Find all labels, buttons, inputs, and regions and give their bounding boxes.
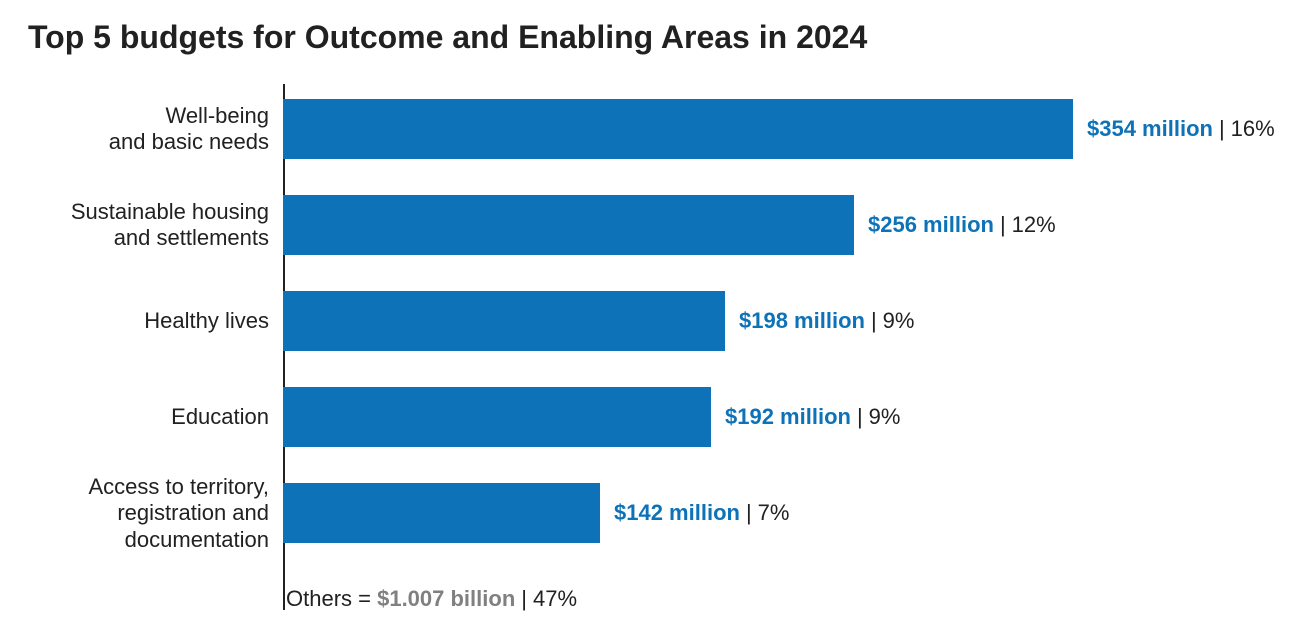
plot-area: Well-beingand basic needs $354 million|1… [28,84,1280,610]
bar-value: $354 million|16% [1087,118,1275,140]
others-row: Others = $1.007 billion|47% [286,588,1280,610]
bar-row: Education $192 million|9% [283,372,1280,462]
bar-label: Well-beingand basic needs [9,103,269,156]
bar-amount: $192 million [725,404,851,429]
bar-pct: 16% [1231,116,1275,141]
bar-rect [283,483,600,543]
value-separator: | [871,308,877,333]
bar-rect [283,195,854,255]
value-separator: | [1000,212,1006,237]
value-separator: | [746,500,752,525]
bar-label: Sustainable housingand settlements [9,199,269,252]
bar-pct: 7% [758,500,790,525]
bar-pct: 12% [1012,212,1056,237]
bar-rect [283,99,1073,159]
bar-row: Healthy lives $198 million|9% [283,276,1280,366]
value-separator: | [857,404,863,429]
bar-value: $256 million|12% [868,214,1056,236]
value-separator: | [1219,116,1225,141]
bar-amount: $142 million [614,500,740,525]
bar-amount: $256 million [868,212,994,237]
others-pct: 47% [533,586,577,611]
bar-label: Healthy lives [9,308,269,334]
bar-value: $198 million|9% [739,310,914,332]
bar-rect [283,291,725,351]
chart-title: Top 5 budgets for Outcome and Enabling A… [28,18,1280,56]
bar-pct: 9% [883,308,915,333]
bar-row: Sustainable housingand settlements $256 … [283,180,1280,270]
bar-label: Education [9,404,269,430]
value-separator: | [521,586,527,611]
chart-container: Top 5 budgets for Outcome and Enabling A… [0,0,1308,628]
bar-value: $142 million|7% [614,502,789,524]
bar-amount: $198 million [739,308,865,333]
bar-pct: 9% [869,404,901,429]
bar-row: Access to territory,registration anddocu… [283,468,1280,558]
bar-row: Well-beingand basic needs $354 million|1… [283,84,1280,174]
others-amount: $1.007 billion [377,586,515,611]
bar-amount: $354 million [1087,116,1213,141]
bar-rect [283,387,711,447]
others-prefix: Others = [286,586,377,611]
bar-label: Access to territory,registration anddocu… [9,474,269,553]
bar-value: $192 million|9% [725,406,900,428]
